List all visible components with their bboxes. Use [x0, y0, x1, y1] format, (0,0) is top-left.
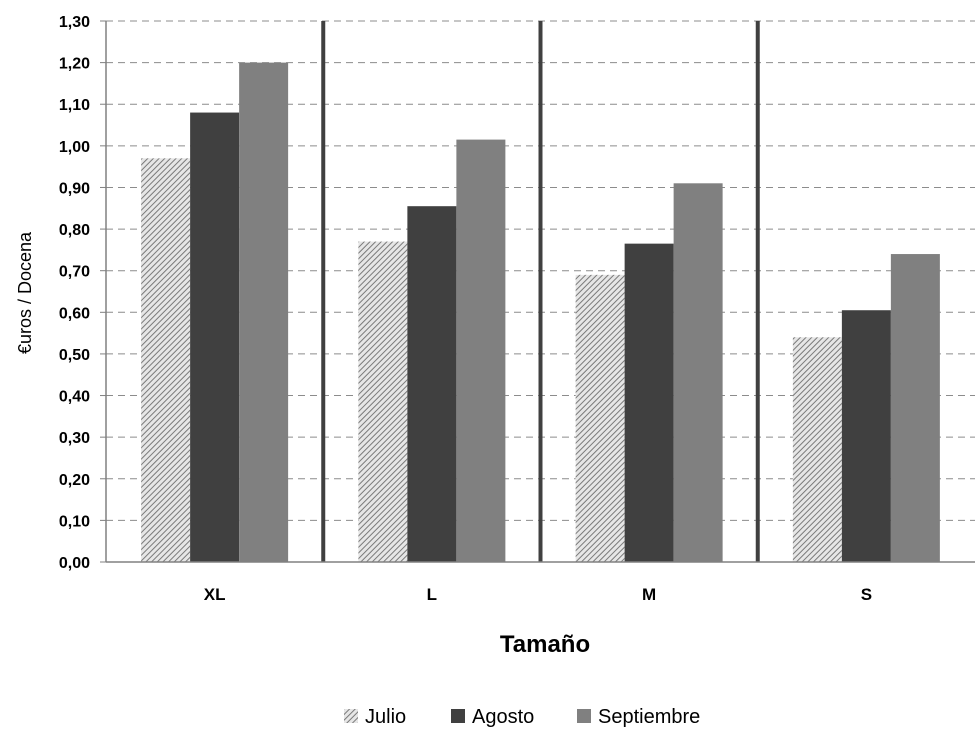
y-tick-label: 0,10	[59, 513, 90, 530]
legend-label-julio: Julio	[365, 706, 406, 728]
y-axis-title: €uros / Docena	[15, 231, 35, 354]
legend-label-agosto: Agosto	[472, 706, 534, 728]
bar-agosto-m	[624, 243, 674, 562]
bar-agosto-l	[407, 206, 457, 562]
legend-swatch-septiembre	[577, 709, 591, 723]
y-tick-label: 0,40	[59, 389, 90, 406]
x-axis-title: Tamaño	[500, 631, 590, 658]
y-tick-label: 1,10	[59, 97, 90, 114]
bar-julio-s	[792, 337, 842, 562]
y-tick-label: 1,30	[59, 14, 90, 31]
legend-label-septiembre: Septiembre	[598, 706, 700, 728]
y-tick-label: 0,70	[59, 264, 90, 281]
bar-julio-l	[358, 241, 408, 563]
x-tick-labels: XL L M S	[204, 585, 872, 604]
bar-septiembre-s	[890, 254, 940, 563]
y-tick-label: 0,30	[59, 430, 90, 447]
legend: Julio Agosto Septiembre	[344, 706, 700, 728]
bar-julio-xl	[141, 158, 191, 563]
y-tick-labels: 0,00 0,10 0,20 0,30 0,40 0,50 0,60 0,70 0,80 0,90…	[59, 14, 90, 572]
y-tick-label: 1,20	[59, 56, 90, 73]
bar-septiembre-xl	[239, 62, 289, 562]
x-tick-label: S	[861, 585, 872, 604]
y-tick-label: 0,90	[59, 180, 90, 197]
x-tick-label: L	[427, 585, 437, 604]
bar-agosto-s	[841, 310, 891, 562]
bar-septiembre-l	[456, 139, 506, 562]
x-tick-label: XL	[204, 585, 226, 604]
legend-swatch-agosto	[451, 709, 465, 723]
bars	[141, 62, 940, 563]
y-tick-label: 1,00	[59, 139, 90, 156]
y-tick-label: 0,50	[59, 347, 90, 364]
axes	[105, 21, 975, 563]
y-tick-label: 0,60	[59, 305, 90, 322]
bar-julio-m	[575, 274, 625, 562]
legend-swatch-julio	[344, 709, 358, 723]
bar-septiembre-m	[673, 183, 723, 563]
bar-agosto-xl	[190, 112, 240, 563]
category-separators	[321, 21, 760, 562]
x-tick-label: M	[642, 585, 656, 604]
y-tick-label: 0,80	[59, 222, 90, 239]
y-tick-label: 0,20	[59, 472, 90, 489]
y-tick-label: 0,00	[59, 555, 90, 572]
